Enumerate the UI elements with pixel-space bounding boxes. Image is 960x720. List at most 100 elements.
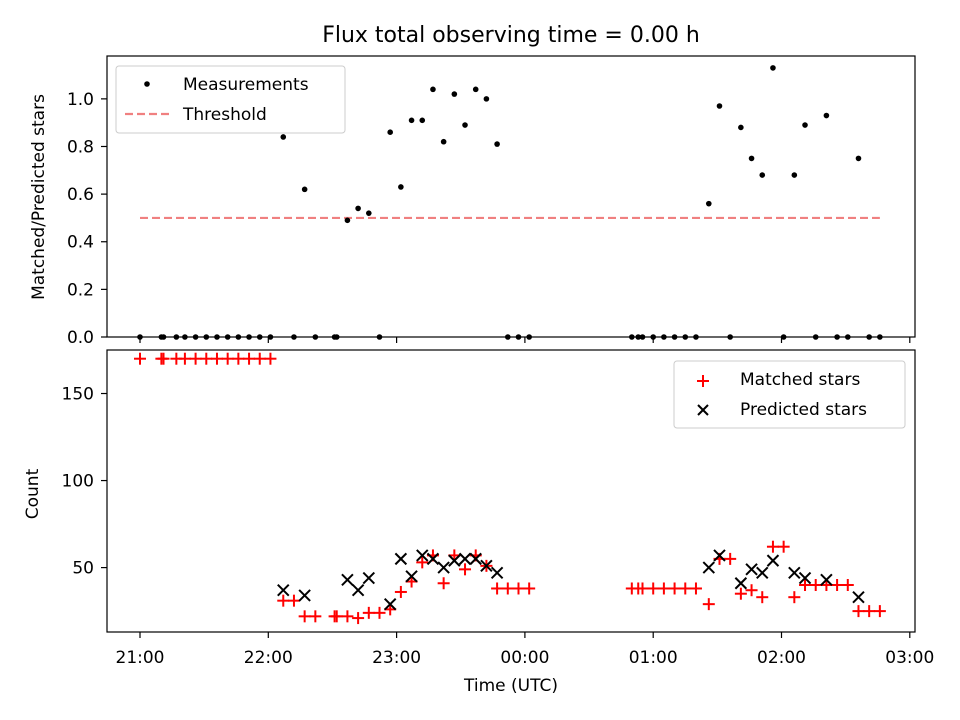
measurement-point: [770, 65, 776, 71]
measurement-point: [639, 334, 646, 340]
matched-point: [232, 352, 245, 365]
matched-point: [777, 540, 790, 553]
matched-point: [437, 577, 450, 590]
measurement-point: [834, 334, 840, 340]
matched-point: [178, 352, 191, 365]
x-axis-label: Time (UTC): [463, 676, 558, 696]
bottom-y-tick-label: 150: [62, 385, 94, 405]
measurement-point: [451, 91, 458, 97]
predicted-point: [820, 573, 833, 586]
matched-point: [264, 352, 277, 365]
x-tick-label: 00:00: [500, 648, 549, 668]
measurement-point: [235, 334, 242, 340]
matched-point: [157, 352, 170, 365]
measurement-point: [693, 334, 699, 340]
matched-point: [243, 352, 256, 365]
measurement-point: [419, 117, 426, 124]
x-tick-label: 03:00: [885, 648, 934, 668]
measurement-point: [333, 334, 340, 340]
matched-legend-marker: [697, 375, 709, 387]
bottom-y-axis: 50 100 150: [62, 385, 107, 579]
threshold-legend-label: Threshold: [182, 105, 267, 125]
measurement-point: [661, 334, 667, 340]
matched-point: [352, 612, 365, 625]
predicted-point: [852, 590, 865, 604]
measurement-point: [301, 186, 308, 193]
top-panel: 0.0 0.2 0.4 0.6 0.8 1.0 Matched/Predicted sta…: [29, 55, 916, 348]
matched-point: [745, 584, 758, 597]
measurement-point: [256, 334, 263, 340]
x-tick-label: 22:00: [244, 648, 293, 668]
measurement-point: [160, 334, 167, 340]
predicted-point: [277, 584, 290, 597]
predicted-point: [469, 552, 482, 566]
matched-point: [636, 582, 649, 595]
measurement-point: [291, 334, 297, 340]
measurement-point: [791, 172, 798, 178]
x-tick-label: 21:00: [116, 648, 165, 668]
measurement-point: [877, 334, 883, 340]
predicted-point: [788, 566, 801, 580]
predicted-point: [383, 597, 397, 611]
matched-point: [841, 579, 854, 591]
matched-point: [341, 610, 354, 623]
measurement-point: [173, 334, 180, 340]
top-series: [137, 65, 883, 340]
measurement-point: [462, 122, 468, 128]
matched-point: [766, 540, 779, 553]
matched-point: [330, 610, 343, 623]
measurement-point: [705, 200, 712, 207]
predicted-point: [437, 561, 450, 574]
top-y-tick-label: 0.6: [67, 185, 94, 205]
predicted-point: [766, 554, 780, 567]
matched-point: [702, 598, 715, 611]
matched-point: [373, 606, 386, 619]
measurement-point: [430, 86, 436, 93]
measurement-point: [398, 184, 404, 190]
x-tick-label: 02:00: [757, 648, 806, 668]
predicted-point: [362, 571, 376, 585]
predicted-point: [341, 573, 354, 586]
measurement-point: [344, 217, 351, 224]
predicted-point: [458, 552, 472, 566]
measurement-point: [355, 205, 361, 212]
matched-point: [523, 582, 536, 595]
measurement-point: [267, 334, 274, 340]
measurement-point: [780, 334, 787, 340]
predicted-point: [490, 566, 504, 580]
measurement-point: [376, 334, 383, 340]
measurement-point: [483, 96, 490, 102]
measurements-legend-marker: [144, 81, 150, 87]
top-y-axis: 0.0 0.2 0.4 0.6 0.8 1.0: [67, 90, 107, 348]
matched-point: [647, 582, 660, 595]
matched-point: [298, 610, 311, 623]
predicted-point: [394, 552, 408, 566]
measurement-point: [748, 155, 755, 162]
top-y-tick-label: 0.4: [67, 233, 94, 253]
bottom-series: [134, 352, 886, 625]
matched-point: [831, 579, 844, 591]
matched-point: [668, 582, 681, 595]
bottom-y-tick-label: 50: [72, 559, 94, 579]
bottom-y-tick-label: 100: [62, 472, 94, 492]
measurement-point: [682, 334, 689, 340]
measurement-point: [137, 334, 143, 340]
measurement-point: [866, 334, 872, 340]
matched-point: [134, 352, 146, 365]
top-legend: Measurements Threshold: [115, 65, 346, 134]
predicted-point: [405, 570, 418, 583]
measurement-point: [214, 334, 220, 340]
measurement-point: [494, 141, 500, 147]
matched-point: [277, 594, 290, 607]
matched-point: [689, 582, 702, 595]
predicted-point: [702, 561, 716, 574]
measurement-point: [366, 210, 372, 216]
matched-point: [657, 582, 670, 595]
predicted-point: [351, 584, 365, 597]
measurement-point: [844, 334, 851, 340]
measurement-point: [246, 334, 252, 340]
measurement-point: [440, 138, 447, 145]
measurement-point: [504, 334, 511, 340]
chart-title: Flux total observing time = 0.00 h: [322, 23, 700, 48]
